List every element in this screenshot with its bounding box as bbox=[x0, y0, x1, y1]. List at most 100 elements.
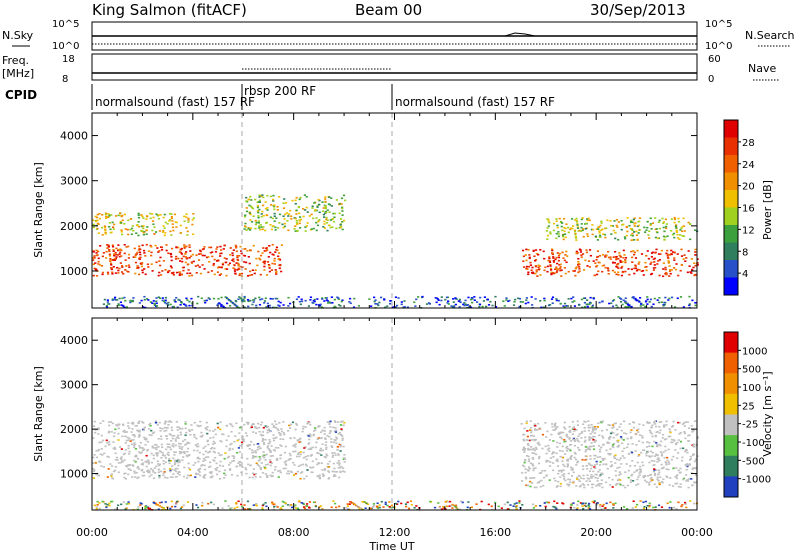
heatmap-cell bbox=[662, 478, 665, 481]
heatmap-cell bbox=[222, 248, 225, 250]
heatmap-cell bbox=[320, 462, 323, 464]
heatmap-cell bbox=[231, 460, 234, 463]
heatmap-cell bbox=[567, 297, 570, 300]
heatmap-cell bbox=[662, 451, 665, 453]
heatmap-cell bbox=[276, 297, 279, 300]
heatmap-cell bbox=[172, 306, 175, 308]
heatmap-cell bbox=[337, 453, 340, 455]
heatmap-cell bbox=[569, 429, 572, 432]
colorbar-tick-label: 24 bbox=[742, 160, 755, 171]
heatmap-cell bbox=[97, 433, 100, 435]
heatmap-cell bbox=[116, 424, 119, 427]
heatmap-cell bbox=[242, 440, 245, 443]
heatmap-cell bbox=[266, 431, 269, 434]
heatmap-cell bbox=[179, 251, 183, 254]
heatmap-cell bbox=[271, 423, 274, 425]
heatmap-cell bbox=[114, 251, 117, 254]
heatmap-cell bbox=[550, 433, 553, 436]
heatmap-cell bbox=[674, 449, 677, 451]
heatmap-cell bbox=[238, 432, 241, 434]
heatmap-cell bbox=[338, 464, 341, 466]
heatmap-cell bbox=[109, 258, 112, 260]
heatmap-cell bbox=[298, 198, 301, 201]
heatmap-cell bbox=[182, 269, 185, 272]
heatmap-cell bbox=[653, 472, 657, 475]
heatmap-cell bbox=[568, 437, 571, 439]
heatmap-cell bbox=[562, 238, 565, 241]
heatmap-cell bbox=[259, 228, 262, 231]
heatmap-cell bbox=[143, 426, 147, 429]
heatmap-cell bbox=[633, 217, 636, 220]
heatmap-cell bbox=[169, 265, 173, 268]
heatmap-cell bbox=[628, 305, 631, 308]
heatmap-cell bbox=[330, 296, 333, 299]
colorbar-tick-label: 4 bbox=[742, 269, 748, 280]
heatmap-cell bbox=[638, 228, 641, 231]
heatmap-cell bbox=[309, 423, 312, 426]
heatmap-cell bbox=[447, 300, 450, 303]
heatmap-cell bbox=[589, 436, 592, 439]
heatmap-cell bbox=[272, 194, 275, 197]
heatmap-cell bbox=[561, 234, 565, 236]
heatmap-cell bbox=[114, 428, 117, 431]
heatmap-cell bbox=[123, 476, 126, 479]
heatmap-cell bbox=[324, 205, 327, 207]
heatmap-cell bbox=[135, 455, 138, 458]
heatmap-cell bbox=[116, 266, 119, 269]
heatmap-cell bbox=[152, 457, 155, 460]
heatmap-cell bbox=[676, 474, 679, 476]
heatmap-cell bbox=[337, 421, 340, 423]
heatmap-cell bbox=[261, 298, 264, 300]
heatmap-cell bbox=[467, 296, 470, 299]
heatmap-cell bbox=[490, 505, 493, 508]
heatmap-cell bbox=[611, 424, 615, 426]
heatmap-cell bbox=[266, 261, 270, 263]
heatmap-cell bbox=[294, 202, 297, 205]
heatmap-cell bbox=[322, 474, 325, 477]
heatmap-cell bbox=[683, 431, 686, 433]
heatmap-cell bbox=[531, 503, 535, 506]
heatmap-cell bbox=[635, 429, 639, 432]
heatmap-cell bbox=[321, 443, 324, 446]
heatmap-cell bbox=[140, 229, 143, 232]
heatmap-cell bbox=[328, 432, 331, 435]
heatmap-cell bbox=[642, 475, 645, 478]
heatmap-cell bbox=[621, 455, 624, 457]
heatmap-cell bbox=[575, 485, 578, 487]
heatmap-cell bbox=[535, 269, 538, 271]
heatmap-cell bbox=[105, 506, 108, 509]
heatmap-cell bbox=[636, 461, 639, 464]
heatmap-cell bbox=[213, 460, 216, 462]
heatmap-cell bbox=[573, 305, 577, 307]
heatmap-cell bbox=[334, 475, 337, 477]
heatmap-cell bbox=[194, 461, 197, 464]
heatmap-cell bbox=[626, 303, 630, 306]
heatmap-cell bbox=[630, 239, 633, 241]
heatmap-cell bbox=[105, 306, 109, 308]
heatmap-cell bbox=[633, 267, 636, 270]
x-tick-label: 00:00 bbox=[76, 526, 108, 539]
heatmap-cell bbox=[641, 435, 644, 437]
heatmap-cell bbox=[220, 440, 223, 443]
heatmap-cell bbox=[141, 269, 144, 272]
heatmap-cell bbox=[543, 269, 546, 272]
heatmap-cell bbox=[188, 246, 191, 248]
heatmap-cell bbox=[579, 502, 582, 504]
heatmap-cell bbox=[138, 245, 141, 248]
heatmap-cell bbox=[617, 478, 620, 481]
heatmap-cell bbox=[173, 459, 177, 462]
heatmap-cell bbox=[604, 463, 608, 465]
heatmap-cell bbox=[125, 507, 128, 510]
heatmap-cell bbox=[575, 220, 579, 223]
heatmap-cell bbox=[223, 469, 227, 472]
heatmap-cell bbox=[141, 474, 144, 477]
heatmap-cell bbox=[535, 270, 538, 273]
heatmap-cell bbox=[639, 500, 642, 502]
heatmap-cell bbox=[106, 455, 109, 458]
heatmap-cell bbox=[111, 271, 114, 274]
heatmap-cell bbox=[323, 220, 326, 223]
heatmap-cell bbox=[158, 463, 162, 466]
heatmap-cell bbox=[153, 447, 156, 449]
heatmap-cell bbox=[670, 438, 674, 441]
heatmap-cell bbox=[341, 420, 344, 423]
